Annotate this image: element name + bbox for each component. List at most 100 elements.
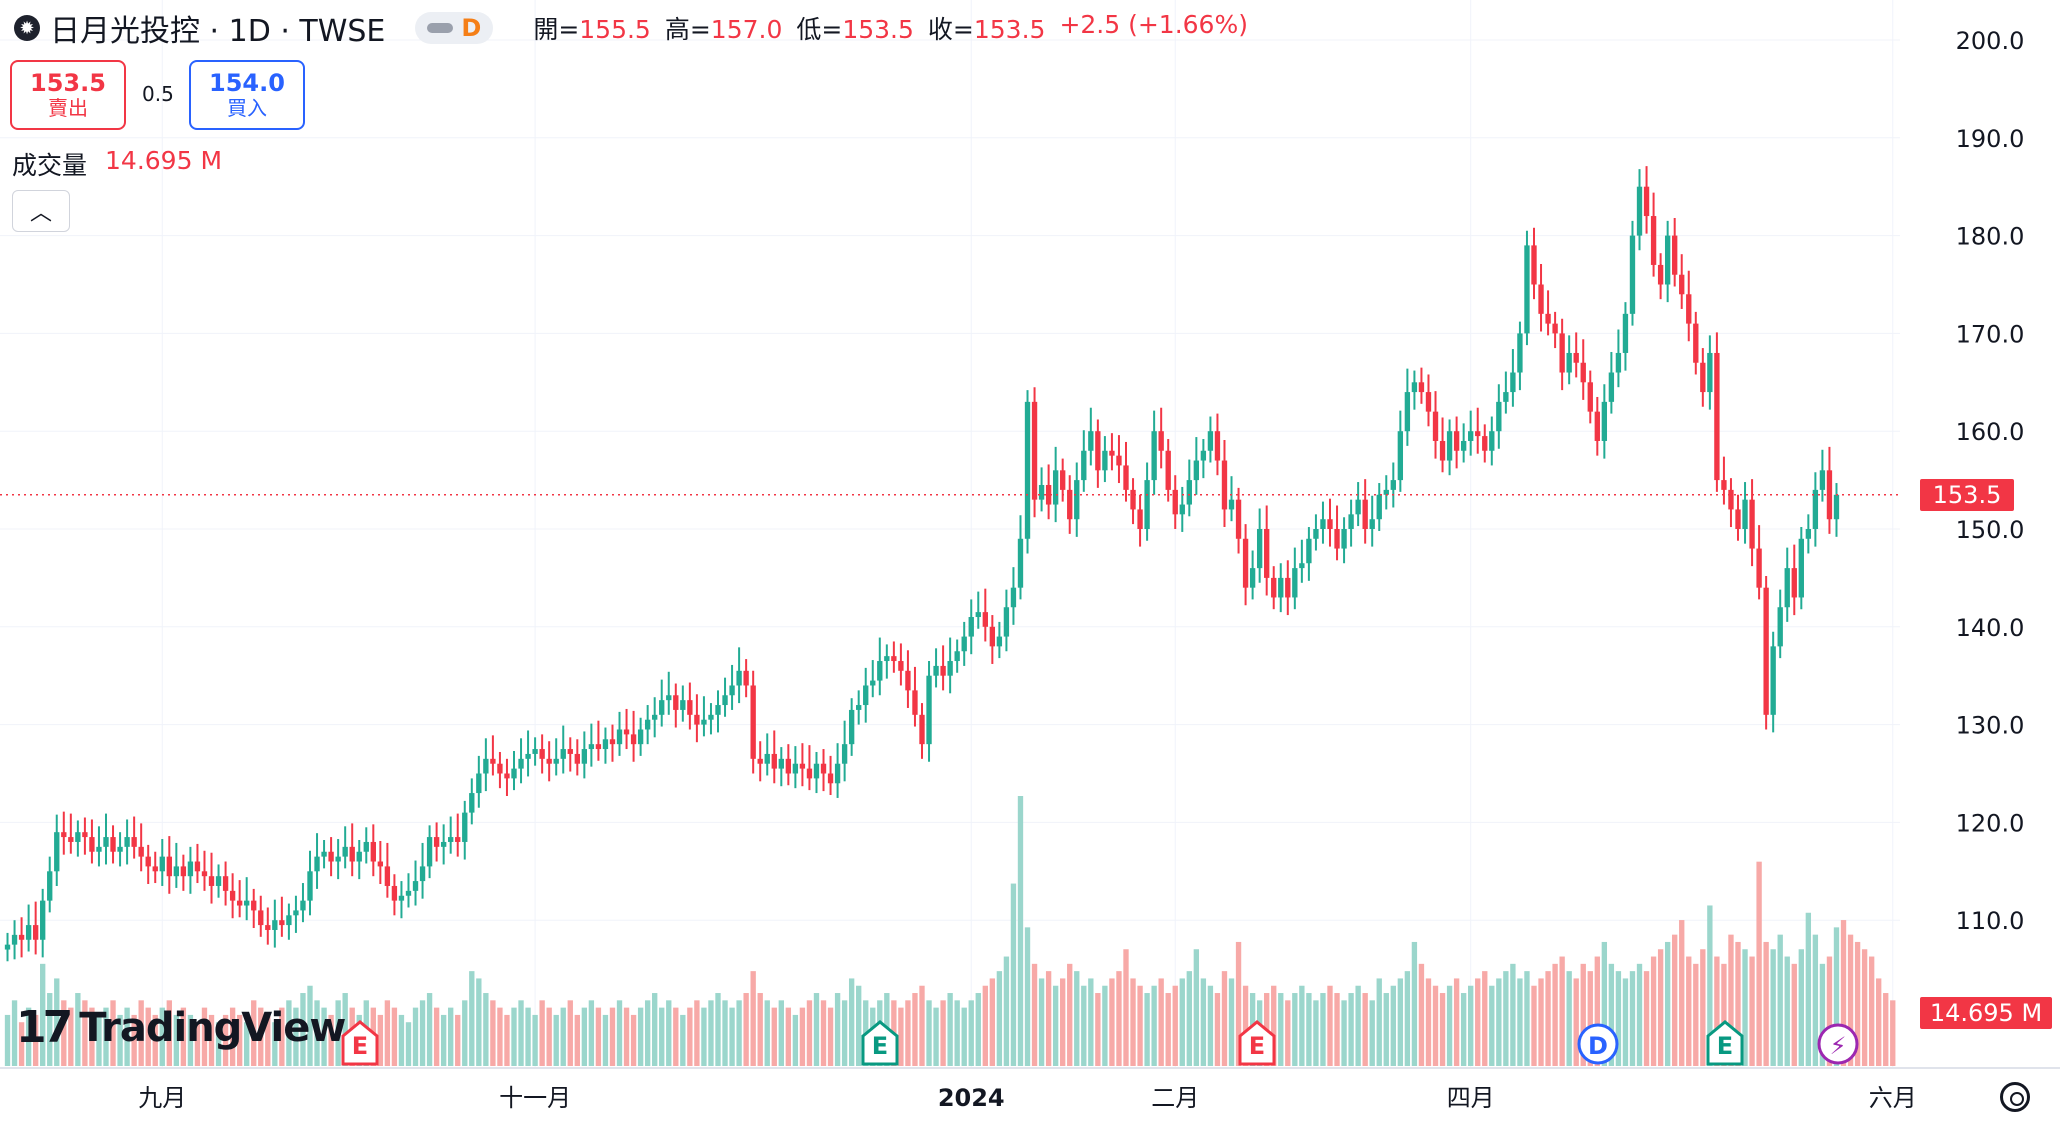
candle-body [1383, 489, 1389, 495]
candle-body [1629, 235, 1636, 314]
candle-body [1475, 431, 1481, 437]
candle-body [1102, 450, 1108, 471]
volume-value: 14.695 M [105, 146, 223, 175]
candle-body [644, 719, 651, 730]
candle-body [1045, 484, 1052, 505]
sell-button[interactable]: 153.5 賣出 [10, 60, 126, 130]
volume-bar [806, 1000, 813, 1066]
candle-body [708, 714, 714, 720]
candle-body [180, 866, 187, 877]
volume-bar [1573, 978, 1579, 1066]
candle-body [1214, 431, 1221, 461]
candle-body [215, 876, 222, 886]
candle-body [961, 636, 967, 652]
volume-bar [1186, 971, 1192, 1066]
volume-bar [1158, 978, 1164, 1066]
volume-bar [236, 1014, 243, 1066]
candle-body [982, 612, 988, 627]
candle-body [222, 876, 229, 891]
ohlc-item: +2.5 (+1.66%) [1059, 10, 1248, 46]
volume-bar [1580, 963, 1586, 1066]
settings-icon[interactable] [2000, 1082, 2030, 1112]
tradingview-wordmark: TradingView [79, 1004, 346, 1051]
candle-body [1770, 646, 1776, 715]
volume-bar [595, 1007, 602, 1066]
volume-bar [166, 1000, 172, 1066]
candle-body [426, 837, 433, 867]
candle-body [272, 920, 278, 930]
volume-bar [1798, 949, 1804, 1066]
candle-body [194, 861, 201, 872]
candle-body [666, 695, 672, 701]
candle-body [1707, 352, 1713, 393]
volume-bar [961, 1007, 967, 1066]
candle-body [1285, 577, 1291, 598]
volume-bar [32, 1014, 39, 1066]
volume-bar [673, 1007, 679, 1066]
volume-bar [820, 1000, 827, 1066]
volume-bar [1552, 963, 1558, 1066]
volume-bar [96, 1014, 102, 1066]
volume-bar [1003, 956, 1010, 1066]
volume-bar [433, 1007, 440, 1066]
volume-bar [856, 985, 862, 1066]
volume-bar [1742, 949, 1748, 1066]
candle-body [1517, 333, 1523, 373]
volume-bar [1489, 985, 1495, 1066]
collapse-button[interactable]: ︿ [12, 190, 70, 232]
volume-bar [314, 1000, 320, 1066]
volume-bar [47, 993, 53, 1066]
candle-body [1643, 186, 1650, 217]
candle-body [131, 837, 137, 847]
volume-bar [173, 1014, 180, 1066]
candle-body [1052, 470, 1059, 505]
candle-body [834, 763, 841, 784]
volume-bar [1587, 971, 1593, 1066]
candle-body [1313, 529, 1319, 539]
tradingview-logo[interactable]: 17 TradingView [16, 1002, 346, 1053]
candle-body [1742, 499, 1748, 529]
volume-bar [1271, 985, 1277, 1066]
volume-bar [848, 978, 855, 1066]
volume-bar [328, 1014, 334, 1066]
asx-logo-icon[interactable]: ✹ [14, 15, 40, 41]
volume-bar [483, 993, 489, 1066]
volume-bar [1102, 985, 1108, 1066]
volume-bar [1693, 963, 1699, 1066]
volume-bar [75, 993, 81, 1066]
ohlc-key: 高= [664, 15, 711, 44]
volume-bar [1594, 956, 1600, 1066]
buy-button[interactable]: 154.0 買入 [189, 60, 305, 130]
data-status-pill[interactable]: D [415, 12, 494, 44]
volume-bar [1650, 956, 1657, 1066]
volume-bar [419, 1000, 426, 1066]
y-axis-tick-label: 170.0 [1956, 320, 2025, 348]
candle-body [1249, 568, 1256, 588]
candle-body [701, 719, 707, 725]
volume-bar [117, 1014, 123, 1066]
candle-body [1228, 499, 1235, 510]
volume-bar [180, 1007, 187, 1066]
volume-bar [1777, 934, 1783, 1066]
candle-body [574, 753, 580, 764]
candle-body [912, 690, 918, 715]
candle-body [806, 768, 813, 779]
volume-legend: 成交量 14.695 M [12, 146, 222, 182]
volume-bar [659, 1007, 665, 1066]
candle-body [687, 700, 693, 715]
volume-bar [1242, 985, 1249, 1066]
y-axis-tick-label: 120.0 [1956, 809, 2025, 837]
candle-body [673, 695, 679, 710]
candle-body [208, 876, 215, 886]
volume-bar [138, 1000, 144, 1066]
candle-body [440, 841, 447, 847]
volume-bar [757, 993, 763, 1066]
volume-tag: 14.695 M [1920, 997, 2052, 1029]
volume-bar [1890, 1000, 1896, 1066]
ohlc-key: 低= [796, 15, 843, 44]
candle-body [1003, 607, 1010, 637]
candle-body [1165, 450, 1171, 490]
symbol-title[interactable]: 日月光投控 · 1D · TWSE [50, 14, 386, 49]
volume-bar [898, 1007, 904, 1066]
